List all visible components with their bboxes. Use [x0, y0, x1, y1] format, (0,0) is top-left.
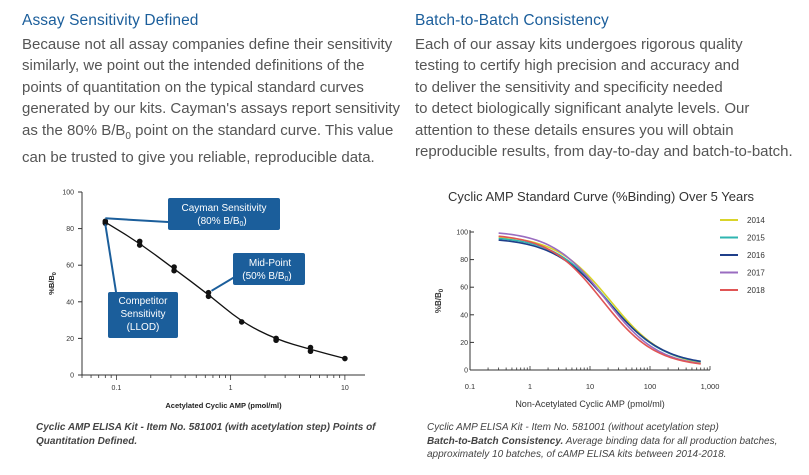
series-line-2016: [498, 239, 701, 363]
batch-chart-title-group: Cyclic AMP Standard Curve (%Binding) Ove…: [448, 189, 755, 204]
x-tick-label: 0.1: [465, 382, 475, 391]
assay-sensitivity-paragraph: Because not all assay companies define t…: [22, 34, 402, 168]
y-axis-title: %B/B0: [434, 288, 445, 313]
series-line-2018: [498, 235, 701, 365]
cayman-sensitivity-box: [168, 198, 280, 230]
competitor-label-line3: (LLOD): [127, 322, 160, 333]
data-point: [342, 355, 348, 362]
right-column: Batch-to-Batch Consistency Each of our a…: [415, 0, 805, 162]
competitor-label: Competitor: [119, 296, 169, 307]
para-line: Each of our assay kits undergoes rigorou…: [415, 36, 743, 53]
standard-curve-line: [104, 221, 346, 360]
data-point: [273, 335, 279, 342]
sensitivity-chart-curve: [104, 221, 346, 360]
legend-label-2016: 2016: [747, 251, 765, 260]
y-tick-label: 100: [456, 230, 468, 237]
data-point: [307, 344, 314, 351]
cayman-sensitivity-sub: (80% B/B0): [197, 216, 247, 228]
para-line: to detect biologically significant analy…: [415, 100, 750, 118]
para-line: can be trusted to give you reliable, rep…: [22, 149, 375, 167]
legend-label-2018: 2018: [747, 286, 765, 295]
competitor-box: [108, 292, 178, 338]
y-tick-label: 100: [62, 190, 74, 197]
right-caption-rest: Average binding data for all production …: [427, 435, 778, 461]
y-tick-label: 60: [460, 285, 468, 292]
y-tick-label: 0: [464, 368, 468, 375]
y-tick-label: 60: [66, 263, 74, 270]
left-caption: Cyclic AMP ELISA Kit - Item No. 581001 (…: [36, 421, 386, 448]
cayman-sensitivity-label: Cayman Sensitivity: [181, 203, 266, 214]
competitor-label-line2: Sensitivity: [120, 309, 165, 320]
para-line: as the 80% B/B0 point on the standard cu…: [22, 121, 394, 142]
y-tick-label: 0: [70, 373, 74, 380]
para-line: generated by our kits. Cayman's assays r…: [22, 100, 401, 118]
batch-chart: Cyclic AMP Standard Curve (%Binding) Ove…: [434, 189, 765, 410]
x-axis-title: Acetylated Cyclic AMP (pmol/ml): [165, 401, 282, 410]
series-line-2015: [498, 237, 701, 363]
x-tick-label: 0.1: [112, 385, 122, 392]
x-tick-label: 1,000: [701, 382, 720, 391]
data-point: [171, 264, 177, 270]
x-tick-label: 10: [341, 385, 349, 392]
para-line: similarly, we point out the intended def…: [22, 57, 365, 75]
para-line: reproducible results, from day-to-day an…: [415, 143, 793, 161]
batch-chart-series: [498, 232, 701, 365]
sensitivity-chart-annotations: Cayman Sensitivity (80% B/B0) Mid-Point (50…: [104, 198, 305, 338]
section-heading-assay-sensitivity: Assay Sensitivity Defined: [22, 12, 199, 29]
y-axis-title: %B/B0: [47, 272, 58, 295]
sensitivity-chart-axes: 0 20 40 60 80 100 0.1 1 10 Acetylated Cyclic AMP …: [47, 190, 365, 410]
sensitivity-chart-points: [102, 218, 348, 362]
mid-point-sub: (50% B/B0): [242, 271, 292, 283]
sensitivity-chart: 0 20 40 60 80 100 0.1 1 10 Acetylated Cyclic AMP …: [47, 190, 365, 410]
x-axis-title: Non-Acetylated Cyclic AMP (pmol/ml): [515, 399, 664, 409]
data-point: [238, 319, 245, 325]
y-tick-label: 20: [66, 336, 74, 343]
para-line: Because not all assay companies define t…: [22, 36, 393, 53]
x-tick-label: 100: [644, 382, 657, 391]
section-heading-batch-consistency: Batch-to-Batch Consistency: [415, 12, 609, 29]
para-line: testing to certify high precision and ac…: [415, 57, 740, 75]
right-caption-line1: Cyclic AMP ELISA Kit - Item No. 581001 (…: [427, 422, 719, 433]
legend-label-2017: 2017: [747, 269, 765, 278]
mid-point-box: [233, 253, 305, 285]
batch-consistency-paragraph: Each of our assay kits undergoes rigorou…: [415, 34, 805, 162]
para-line: points of quantitation on the typical st…: [22, 78, 364, 96]
y-tick-label: 40: [460, 312, 468, 319]
left-column: Assay Sensitivity Defined Because not al…: [22, 0, 402, 168]
x-tick-label: 1: [528, 382, 532, 391]
right-caption-bold: Batch-to-Batch Consistency.: [427, 435, 564, 447]
series-line-2014: [498, 236, 701, 364]
data-point: [205, 289, 212, 296]
y-tick-label: 40: [66, 299, 74, 306]
y-tick-label: 80: [66, 226, 74, 233]
batch-chart-title: Cyclic AMP Standard Curve (%Binding) Ove…: [448, 189, 755, 204]
x-tick-label: 1: [229, 385, 233, 392]
mid-point-label: Mid-Point: [249, 258, 291, 269]
cayman-sensitivity-pointer: [105, 217, 169, 223]
right-caption: Cyclic AMP ELISA Kit - Item No. 581001 (…: [427, 421, 802, 462]
y-tick-label: 20: [460, 340, 468, 347]
legend-label-2014: 2014: [747, 216, 765, 225]
data-point: [136, 238, 143, 245]
left-caption-text: Cyclic AMP ELISA Kit - Item No. 581001 (…: [36, 422, 376, 447]
legend-label-2015: 2015: [747, 234, 765, 243]
para-line: attention to these details ensures you w…: [415, 121, 734, 139]
x-tick-label: 10: [586, 382, 594, 391]
batch-chart-axes: 0 20 40 60 80 100 0.1 1 10 100 1,000 Non-Acetylated…: [434, 230, 719, 410]
series-line-2017: [498, 232, 701, 365]
data-point: [102, 218, 109, 225]
y-tick-label: 80: [460, 257, 468, 264]
para-line: to deliver the sensitivity and specifici…: [415, 78, 723, 96]
batch-chart-legend: 2014 2015 2016 2017 2018: [720, 216, 765, 295]
